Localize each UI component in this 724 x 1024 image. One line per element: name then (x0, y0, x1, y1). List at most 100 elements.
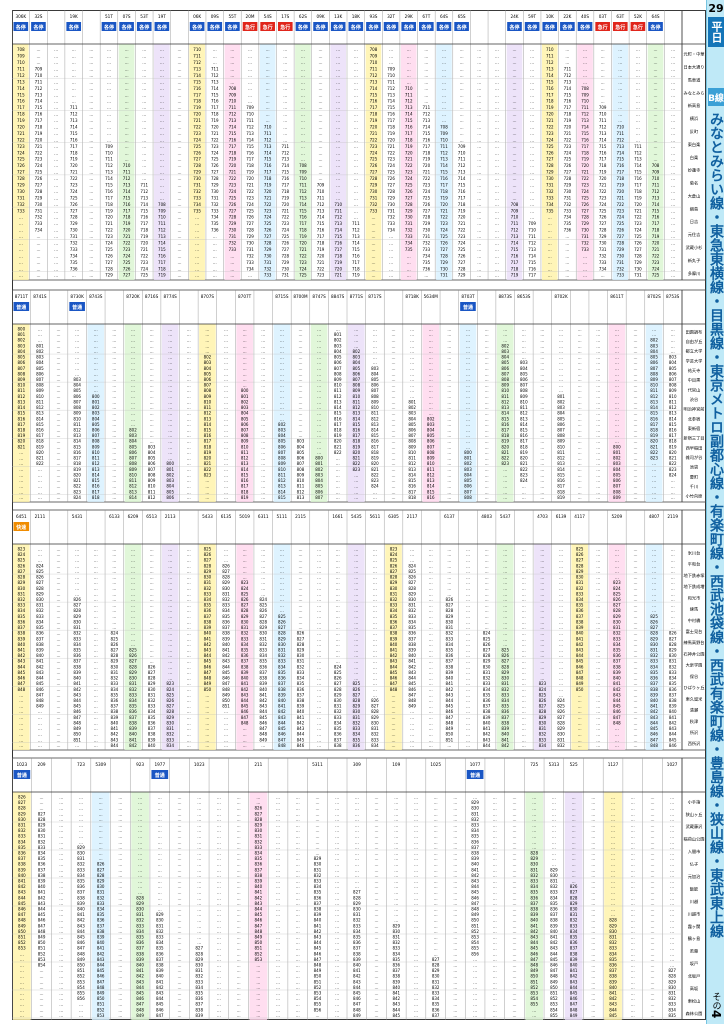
departure-time: 828 (148, 676, 156, 681)
train-number: 8771S (350, 294, 364, 299)
departure-time: … (460, 79, 464, 84)
departure-time: … (150, 580, 154, 585)
departure-time: … (670, 845, 674, 850)
departure-time: … (477, 240, 481, 245)
departure-time: 827 (166, 704, 174, 709)
departure-time: … (205, 715, 209, 720)
column-band (189, 44, 205, 280)
train-number: 6139 (556, 514, 567, 519)
departure-time: … (373, 558, 377, 563)
departure-time: … (355, 817, 359, 822)
departure-time: … (466, 433, 470, 438)
departure-time: … (615, 575, 619, 580)
departure-time: 828 (669, 642, 677, 647)
departure-time: … (319, 163, 323, 168)
departure-time: 813 (427, 478, 435, 483)
departure-time: 724 (70, 189, 78, 194)
departure-time: … (261, 405, 265, 410)
departure-time: … (636, 66, 640, 71)
departure-time: … (168, 670, 172, 675)
departure-time: … (654, 137, 658, 142)
departure-time: 725 (370, 157, 378, 162)
departure-time: … (552, 834, 556, 839)
departure-time: … (125, 137, 129, 142)
departure-time: 805 (408, 422, 416, 427)
departure-time: … (158, 884, 162, 889)
departure-time: … (493, 884, 497, 889)
train-type-badge (277, 22, 293, 31)
departure-time: … (298, 591, 302, 596)
departure-time: … (301, 47, 305, 52)
departure-time: … (633, 399, 637, 404)
train-number: 5111 (277, 514, 288, 519)
departure-time: … (280, 608, 284, 613)
departure-time: 714 (440, 163, 448, 168)
departure-time: … (466, 659, 470, 664)
departure-time: … (266, 60, 270, 65)
departure-time: … (54, 176, 58, 181)
station-name: 多摩川 (688, 270, 701, 277)
departure-time: 718 (281, 189, 289, 194)
departure-time: 839 (259, 681, 267, 686)
departure-time: … (670, 906, 674, 911)
departure-time: … (187, 619, 191, 624)
departure-time: 838 (73, 664, 81, 669)
train-type-label: 各停 (68, 24, 79, 31)
departure-time: 803 (73, 377, 81, 382)
station-name: 綱島 (690, 205, 698, 212)
departure-time: … (485, 495, 489, 500)
departure-time: … (631, 862, 635, 867)
departure-time: … (493, 867, 497, 872)
departure-time: 834 (148, 709, 156, 714)
departure-time: … (112, 552, 116, 557)
departure-time: … (261, 439, 265, 444)
departure-time: … (495, 228, 499, 233)
departure-time: … (89, 137, 93, 142)
departure-time: … (596, 546, 600, 551)
departure-time: … (410, 709, 414, 714)
departure-time: 807 (613, 484, 621, 489)
departure-time: … (392, 450, 396, 455)
departure-time: 828 (613, 608, 621, 613)
departure-time: … (540, 399, 544, 404)
departure-time: 711 (599, 118, 607, 123)
departure-time: … (160, 170, 164, 175)
departure-time: 717 (299, 221, 307, 226)
departure-time: … (168, 326, 172, 331)
departure-time: 718 (458, 202, 466, 207)
departure-time: 833 (297, 670, 305, 675)
departure-time: … (447, 411, 451, 416)
departure-time: 843 (259, 704, 267, 709)
departure-time: … (317, 575, 321, 580)
departure-time: … (513, 817, 517, 822)
departure-time: … (485, 366, 489, 371)
departure-time: … (276, 912, 280, 917)
departure-time: 833 (111, 681, 119, 686)
departure-time: … (631, 901, 635, 906)
departure-time: 835 (38, 856, 46, 861)
train-type-badge (136, 22, 152, 31)
departure-time: 825 (408, 569, 416, 574)
train-type-badge (454, 22, 469, 31)
departure-time: … (178, 839, 182, 844)
departure-time: … (615, 383, 619, 388)
departure-time: … (591, 817, 595, 822)
departure-time: … (373, 692, 377, 697)
departure-time: 813 (129, 489, 137, 494)
departure-time: 842 (390, 653, 398, 658)
departure-time: … (72, 92, 76, 97)
departure-time: … (187, 664, 191, 669)
departure-time: … (118, 884, 122, 889)
column-band (13, 544, 30, 750)
departure-time: … (466, 720, 470, 725)
departure-time: … (59, 884, 63, 889)
departure-time: … (150, 647, 154, 652)
departure-time: 713 (440, 157, 448, 162)
departure-time: … (522, 484, 526, 489)
departure-time: 723 (564, 144, 572, 149)
column-band (161, 324, 179, 502)
departure-time: … (434, 884, 438, 889)
departure-time: … (495, 99, 499, 104)
departure-time: … (373, 619, 377, 624)
departure-time: 715 (423, 131, 431, 136)
